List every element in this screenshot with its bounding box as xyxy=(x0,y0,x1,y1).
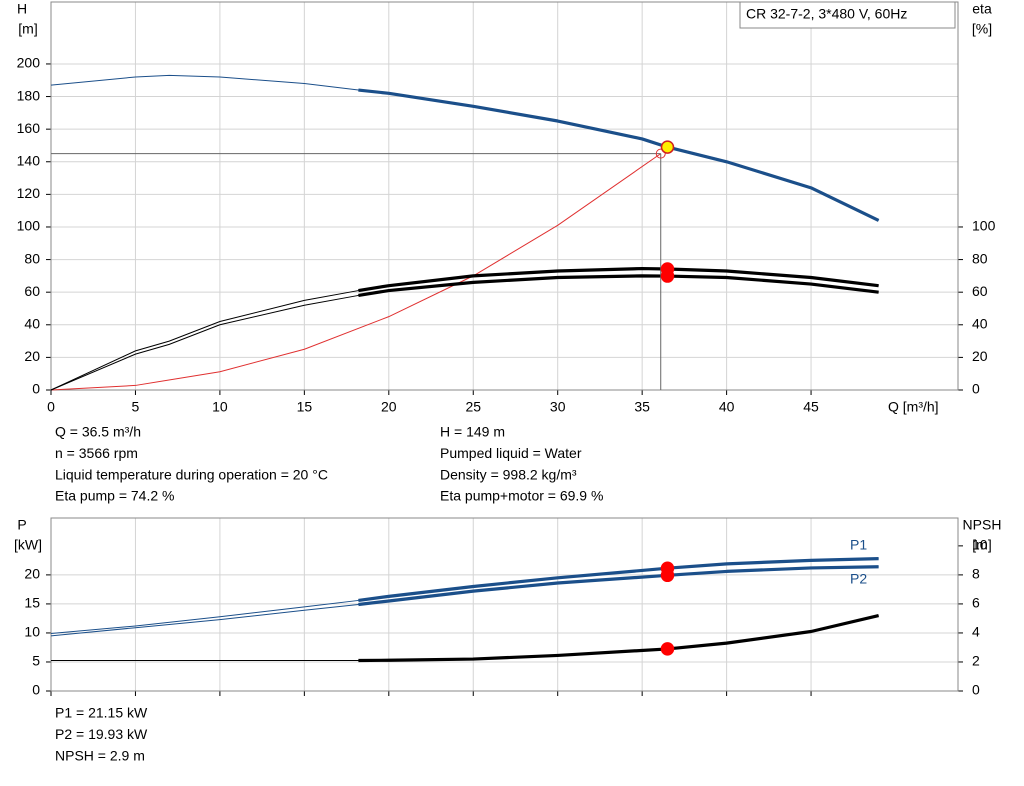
y-tick-label: 15 xyxy=(24,595,40,611)
y2-tick-label: 40 xyxy=(972,315,988,331)
y-tick-label: 100 xyxy=(17,218,41,234)
y-tick-label: 120 xyxy=(17,185,41,201)
y2-axis-label: eta xyxy=(972,1,992,17)
y-axis-label: P xyxy=(17,517,26,533)
y2-tick-label: 8 xyxy=(972,566,980,582)
x-tick-label: 25 xyxy=(465,399,481,415)
legend-text: CR 32-7-2, 3*480 V, 60Hz xyxy=(746,6,907,22)
y2-tick-label: 20 xyxy=(972,348,988,364)
info-text: Eta pump = 74.2 % xyxy=(55,488,174,504)
x-tick-label: 45 xyxy=(803,399,819,415)
duty-point xyxy=(660,568,675,583)
y-axis-label: [kW] xyxy=(14,537,42,553)
y2-axis-label: [m] xyxy=(972,537,991,553)
curve-thick xyxy=(358,88,880,222)
y2-tick-label: 60 xyxy=(972,283,988,299)
curve-thin xyxy=(50,566,879,637)
y-tick-label: 10 xyxy=(24,624,40,640)
y-tick-label: 40 xyxy=(24,315,40,331)
info-text: Density = 998.2 kg/m³ xyxy=(440,466,577,482)
legend-box xyxy=(739,1,956,29)
curve-thin xyxy=(50,268,879,391)
info-text: n = 3566 rpm xyxy=(55,445,138,461)
y2-tick-label: 100 xyxy=(972,218,996,234)
curve-thin xyxy=(50,74,879,221)
y-tick-label: 160 xyxy=(17,120,41,136)
y2-axis-label: NPSH xyxy=(963,517,1002,533)
info-text: Eta pump+motor = 69.9 % xyxy=(440,488,603,504)
duty-point xyxy=(660,140,675,154)
y2-axis-label: [%] xyxy=(972,21,992,37)
y-tick-label: 180 xyxy=(17,87,41,103)
y-tick-label: 5 xyxy=(32,653,40,669)
x-tick-label: 30 xyxy=(550,399,566,415)
y2-tick-label: 80 xyxy=(972,250,988,266)
y-tick-label: 0 xyxy=(32,682,40,698)
info-text: P1 = 21.15 kW xyxy=(55,705,148,721)
x-axis-label: Q [m³/h] xyxy=(888,399,939,415)
y-tick-label: 20 xyxy=(24,348,40,364)
system-curve xyxy=(50,153,662,391)
curve-label: P2 xyxy=(850,570,867,586)
curve-thick xyxy=(358,557,879,603)
info-text: Liquid temperature during operation = 20… xyxy=(55,466,328,482)
y2-tick-label: 0 xyxy=(972,381,980,397)
y2-tick-label: 4 xyxy=(972,624,980,640)
curve-thick xyxy=(358,613,879,663)
info-text: Q = 36.5 m³/h xyxy=(55,424,141,440)
y-tick-label: 200 xyxy=(17,55,41,71)
plot-frame xyxy=(50,517,959,692)
y2-tick-label: 2 xyxy=(972,653,980,669)
y-axis-label: H xyxy=(17,1,27,17)
plot-frame xyxy=(50,1,959,391)
curve-label: P1 xyxy=(850,536,867,552)
y2-tick-label: 0 xyxy=(972,682,980,698)
y2-tick-label: 6 xyxy=(972,595,980,611)
curve-thick xyxy=(358,565,879,607)
x-tick-label: 35 xyxy=(634,399,650,415)
info-text: H = 149 m xyxy=(440,424,505,440)
y-tick-label: 60 xyxy=(24,283,40,299)
curve-thin xyxy=(50,275,879,391)
curve-thick xyxy=(358,266,879,293)
y-tick-label: 0 xyxy=(32,381,40,397)
y2-tick-label: 10 xyxy=(972,537,988,553)
x-tick-label: 40 xyxy=(719,399,735,415)
system-point xyxy=(655,148,666,159)
info-text: NPSH = 2.9 m xyxy=(55,747,145,763)
info-text: Pumped liquid = Water xyxy=(440,445,582,461)
x-tick-label: 15 xyxy=(297,399,313,415)
x-tick-label: 10 xyxy=(212,399,228,415)
duty-point xyxy=(660,269,675,283)
y-axis-label: [m] xyxy=(18,21,37,37)
x-tick-label: 5 xyxy=(132,399,140,415)
y-tick-label: 140 xyxy=(17,152,41,168)
duty-point xyxy=(660,642,675,656)
info-text: P2 = 19.93 kW xyxy=(55,726,148,742)
y-tick-label: 20 xyxy=(24,566,40,582)
y-tick-label: 80 xyxy=(24,250,40,266)
x-tick-label: 20 xyxy=(381,399,397,415)
curve-thick xyxy=(358,274,879,298)
x-tick-label: 0 xyxy=(47,399,55,415)
